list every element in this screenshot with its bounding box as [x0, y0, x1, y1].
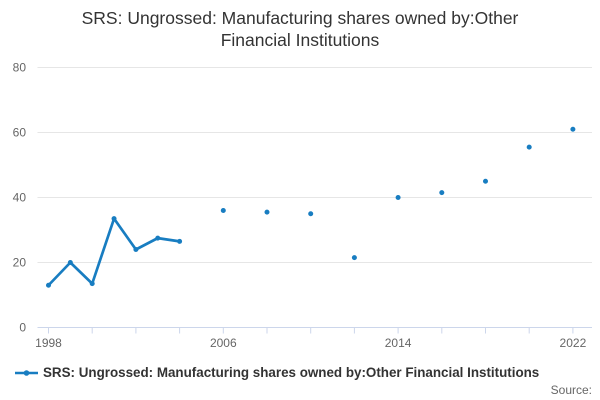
data-point-2000[interactable]: [89, 281, 95, 287]
x-axis-label-1998: 1998: [35, 336, 62, 350]
data-point-2001[interactable]: [111, 216, 117, 222]
y-axis-label-20: 20: [13, 256, 27, 270]
data-point-1999[interactable]: [67, 260, 73, 265]
data-point-2020[interactable]: [526, 144, 532, 150]
legend-line-marker-icon[interactable]: [15, 368, 38, 378]
y-axis-label-60: 60: [13, 126, 27, 140]
chart-title-line1: SRS: Ungrossed: Manufacturing shares own…: [81, 8, 519, 28]
x-axis-label-2014: 2014: [385, 336, 412, 350]
source-credit: Source:: [550, 383, 592, 397]
data-point-2008[interactable]: [264, 209, 270, 215]
data-point-2004[interactable]: [177, 238, 183, 244]
y-axis-label-80: 80: [13, 61, 27, 75]
data-point-1998[interactable]: [46, 282, 51, 288]
data-point-2016[interactable]: [439, 190, 445, 196]
data-point-2018[interactable]: [483, 178, 488, 184]
data-point-2006[interactable]: [220, 208, 226, 213]
legend-item-label[interactable]: SRS: Ungrossed: Manufacturing shares own…: [43, 365, 540, 380]
x-axis-label-2022: 2022: [560, 336, 587, 350]
data-point-2010[interactable]: [308, 211, 314, 217]
y-axis-label-40: 40: [13, 191, 27, 205]
data-point-2003[interactable]: [155, 235, 161, 241]
x-axis-label-2006: 2006: [210, 336, 237, 350]
chart-title: SRS: Ungrossed: Manufacturing shares own…: [0, 7, 600, 51]
legend: SRS: Ungrossed: Manufacturing shares own…: [15, 365, 539, 380]
data-point-2012[interactable]: [351, 255, 357, 261]
data-point-2022[interactable]: [570, 126, 576, 132]
y-axis-label-0: 0: [19, 321, 26, 335]
data-point-2014[interactable]: [395, 195, 401, 200]
series-line[interactable]: [47, 217, 181, 287]
chart-title-line2: Financial Institutions: [220, 30, 380, 50]
data-point-2002[interactable]: [133, 247, 139, 252]
